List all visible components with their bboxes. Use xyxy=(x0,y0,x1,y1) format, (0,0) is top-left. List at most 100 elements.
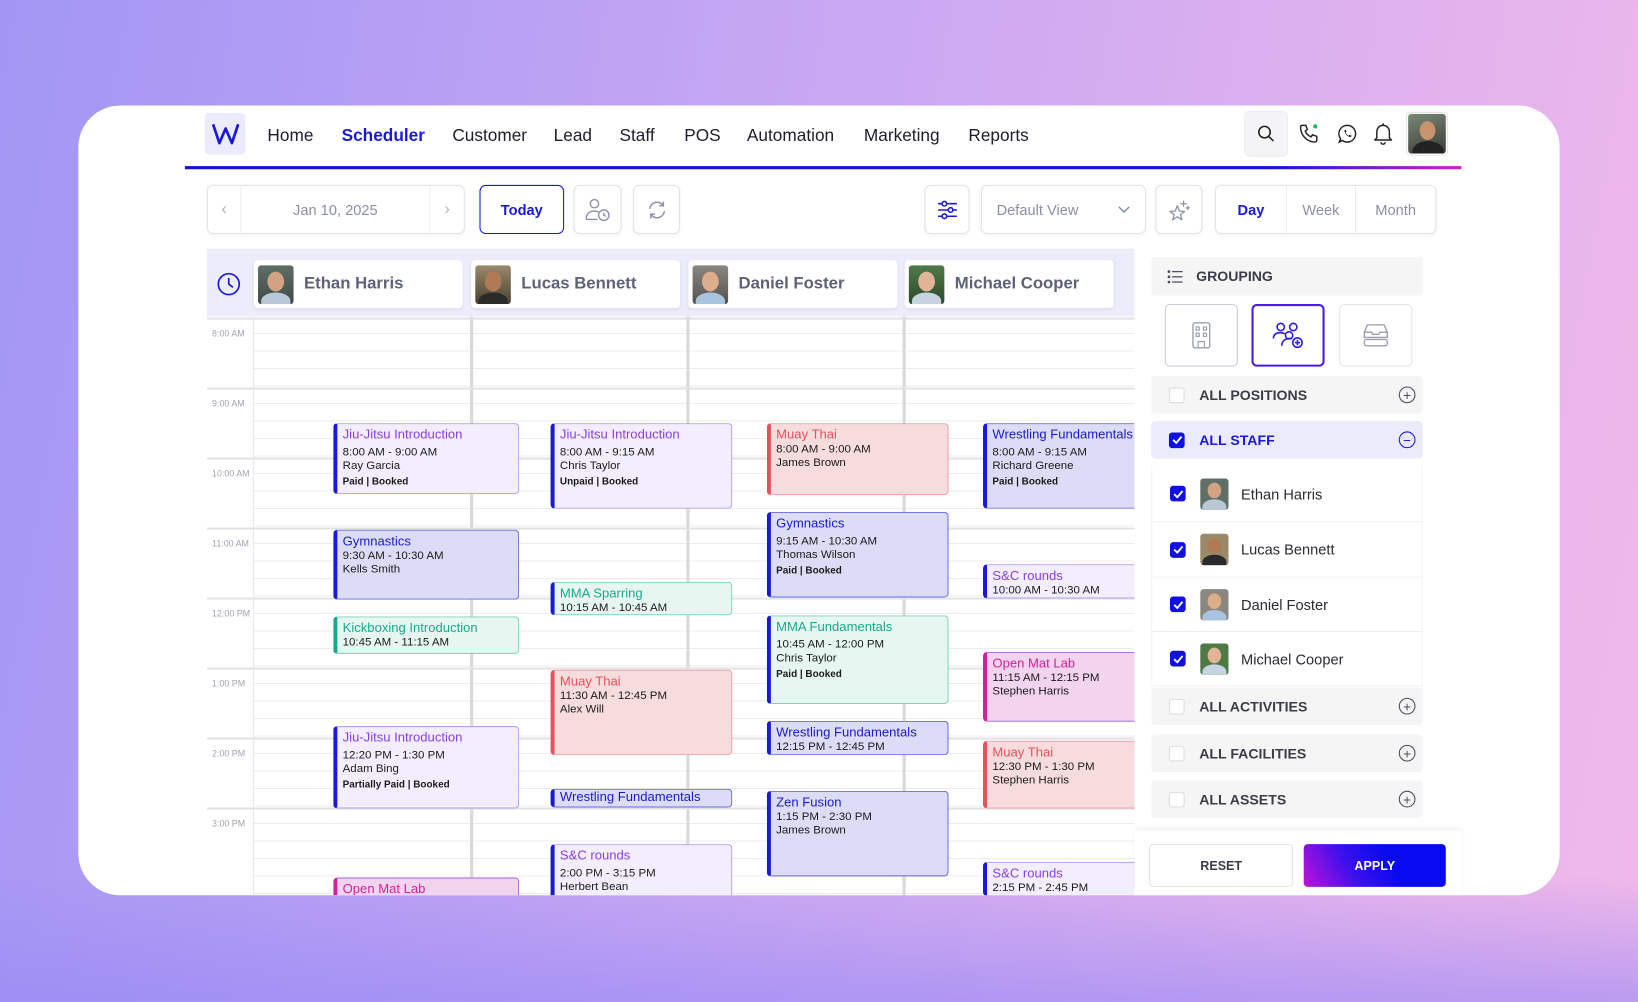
staff-availability-button[interactable] xyxy=(573,184,622,234)
event-blue[interactable]: Wrestling Fundamentals xyxy=(550,788,733,808)
event-title: Gymnastics xyxy=(342,533,411,549)
bell-icon xyxy=(1374,123,1393,145)
today-button[interactable]: Today xyxy=(479,184,565,234)
staff-filter-item[interactable]: Ethan Harris xyxy=(1151,465,1423,523)
checkbox[interactable] xyxy=(1168,745,1185,762)
checkbox-checked[interactable] xyxy=(1169,596,1186,613)
checkbox-checked[interactable] xyxy=(1169,541,1186,558)
expand-plus-icon[interactable]: + xyxy=(1398,697,1416,715)
event-purple[interactable]: Jiu-Jitsu Introduction 8:00 AM - 9:00 AM R… xyxy=(333,423,520,495)
reset-button[interactable]: RESET xyxy=(1149,844,1294,887)
staff-column-header[interactable]: Michael Cooper xyxy=(904,260,1114,309)
filter-all-positions[interactable]: ALL POSITIONS + xyxy=(1151,376,1423,414)
event-teal[interactable]: MMA Sparring 10:15 AM - 10:45 AM xyxy=(550,581,733,616)
nav-staff[interactable]: Staff xyxy=(619,126,655,146)
staff-filter-item[interactable]: Daniel Foster xyxy=(1151,577,1423,633)
view-switcher: Day Week Month xyxy=(1214,184,1437,234)
background-fade xyxy=(0,876,1638,1002)
tab-week[interactable]: Week xyxy=(1287,185,1356,233)
checkbox-checked[interactable] xyxy=(1168,431,1185,448)
phone-button[interactable] xyxy=(1287,111,1331,157)
check-icon xyxy=(1172,489,1183,498)
tab-month[interactable]: Month xyxy=(1375,201,1416,218)
user-clock-icon xyxy=(585,198,610,221)
filter-all-facilities[interactable]: ALL FACILITIES + xyxy=(1151,734,1423,772)
event-time: 9:15 AM - 10:30 AM xyxy=(776,534,878,548)
staff-filter-item[interactable]: Lucas Bennett xyxy=(1151,522,1423,578)
nav-scheduler[interactable]: Scheduler xyxy=(341,126,425,146)
event-person: Stephen Harris xyxy=(992,685,1070,699)
expand-plus-icon[interactable]: + xyxy=(1398,744,1416,762)
search-button[interactable] xyxy=(1244,110,1289,157)
whatsapp-button[interactable] xyxy=(1326,111,1370,157)
event-pink[interactable]: Open Mat Lab2:30 PM - 3:30 PMKells Smith xyxy=(333,877,520,896)
staff-column-header[interactable]: Lucas Bennett xyxy=(471,260,681,309)
event-blue[interactable]: Zen Fusion 1:15 PM - 2:30 PM James Brown xyxy=(766,790,949,877)
nav-lead[interactable]: Lead xyxy=(553,126,593,146)
event-purple[interactable]: S&C rounds 2:15 PM - 2:45 PM xyxy=(983,861,1135,896)
tab-day[interactable]: Day xyxy=(1216,185,1287,233)
prev-day-button[interactable]: ‹ xyxy=(208,185,242,233)
next-day-button[interactable]: › xyxy=(429,185,463,233)
event-status: Unpaid | Booked xyxy=(559,476,639,489)
checkbox[interactable] xyxy=(1168,698,1185,715)
checkbox-checked[interactable] xyxy=(1169,485,1186,502)
time-label: 8:00 AM xyxy=(212,328,245,339)
favorite-button[interactable] xyxy=(1155,184,1203,234)
group-by-facility-button[interactable] xyxy=(1164,303,1238,367)
group-by-asset-button[interactable] xyxy=(1339,303,1413,367)
view-select[interactable]: Default View xyxy=(980,184,1146,234)
event-blue[interactable]: Gymnastics 9:15 AM - 10:30 AM Thomas Wilso… xyxy=(766,511,949,598)
event-title: MMA Fundamentals xyxy=(776,619,893,635)
nav-pos[interactable]: POS xyxy=(684,126,721,146)
staff-name: Ethan Harris xyxy=(303,274,404,293)
checkbox-checked[interactable] xyxy=(1169,650,1186,667)
expand-plus-icon[interactable]: + xyxy=(1398,386,1416,404)
event-blue[interactable]: Gymnastics 9:30 AM - 10:30 AM Kells Smith xyxy=(333,529,520,600)
event-teal[interactable]: Kickboxing Introduction 10:45 AM - 11:15 … xyxy=(333,616,520,654)
checkbox[interactable] xyxy=(1168,791,1185,807)
filter-all-assets[interactable]: ALL ASSETS + xyxy=(1151,780,1423,818)
filter-all-staff[interactable]: ALL STAFF − xyxy=(1151,420,1423,459)
event-purple[interactable]: Jiu-Jitsu Introduction 8:00 AM - 9:15 AM C… xyxy=(550,423,733,509)
event-red[interactable]: Muay Thai 11:30 AM - 12:45 PM Alex Will xyxy=(550,669,733,756)
nav-marketing[interactable]: Marketing xyxy=(863,126,940,146)
event-red[interactable]: Muay Thai 8:00 AM - 9:00 AM James Brown xyxy=(766,423,949,496)
nav-automation[interactable]: Automation xyxy=(746,126,835,146)
user-avatar[interactable] xyxy=(1406,111,1448,156)
event-status: Paid | Booked xyxy=(342,476,409,489)
event-red[interactable]: Muay Thai 12:30 PM - 1:30 PM Stephen Harri… xyxy=(983,740,1135,809)
staff-filter-item[interactable]: Michael Cooper xyxy=(1151,632,1423,687)
collapse-minus-icon[interactable]: − xyxy=(1398,431,1416,449)
apply-button[interactable]: APPLY xyxy=(1303,844,1446,887)
group-by-staff-button[interactable] xyxy=(1251,303,1325,367)
filter-all-activities[interactable]: ALL ACTIVITIES + xyxy=(1151,687,1423,725)
expand-plus-icon[interactable]: + xyxy=(1398,790,1416,808)
date-display[interactable]: Jan 10, 2025 xyxy=(293,201,378,218)
clock-icon xyxy=(217,272,241,296)
checkbox[interactable] xyxy=(1168,387,1185,403)
event-blue[interactable]: Wrestling Fundamentals 8:00 AM - 9:15 AM R… xyxy=(983,423,1135,509)
staff-column-header[interactable]: Daniel Foster xyxy=(688,260,898,309)
nav-reports[interactable]: Reports xyxy=(968,126,1029,146)
filter-button[interactable] xyxy=(924,184,970,234)
refresh-button[interactable] xyxy=(633,184,681,234)
building-icon xyxy=(1192,322,1211,349)
event-blue[interactable]: Wrestling Fundamentals 12:15 PM - 12:45 P… xyxy=(766,720,949,756)
nav-home[interactable]: Home xyxy=(267,126,314,146)
users-add-icon xyxy=(1272,322,1303,349)
nav-customer[interactable]: Customer xyxy=(452,126,528,146)
filter-label: ALL STAFF xyxy=(1199,431,1275,448)
event-teal[interactable]: MMA Fundamentals 10:45 AM - 12:00 PM Chris… xyxy=(766,615,949,705)
schedule-grid[interactable]: 8:00 AM 9:00 AM 10:00 AM 11:00 AM 12:00 PM 1:… xyxy=(206,316,1135,896)
event-pink[interactable]: Open Mat Lab 11:15 AM - 12:15 PM Stephen H… xyxy=(983,651,1135,722)
refresh-icon xyxy=(648,200,665,218)
logo[interactable] xyxy=(204,112,246,155)
event-purple[interactable]: S&C rounds 10:00 AM - 10:30 AM xyxy=(983,564,1135,599)
notifications-button[interactable] xyxy=(1361,111,1405,157)
staff-column-header[interactable]: Ethan Harris xyxy=(253,260,463,309)
event-purple[interactable]: Jiu-Jitsu Introduction 12:20 PM - 1:30 PM… xyxy=(333,726,520,809)
event-title: Wrestling Fundamentals xyxy=(992,427,1133,442)
staff-avatar xyxy=(1200,642,1229,675)
